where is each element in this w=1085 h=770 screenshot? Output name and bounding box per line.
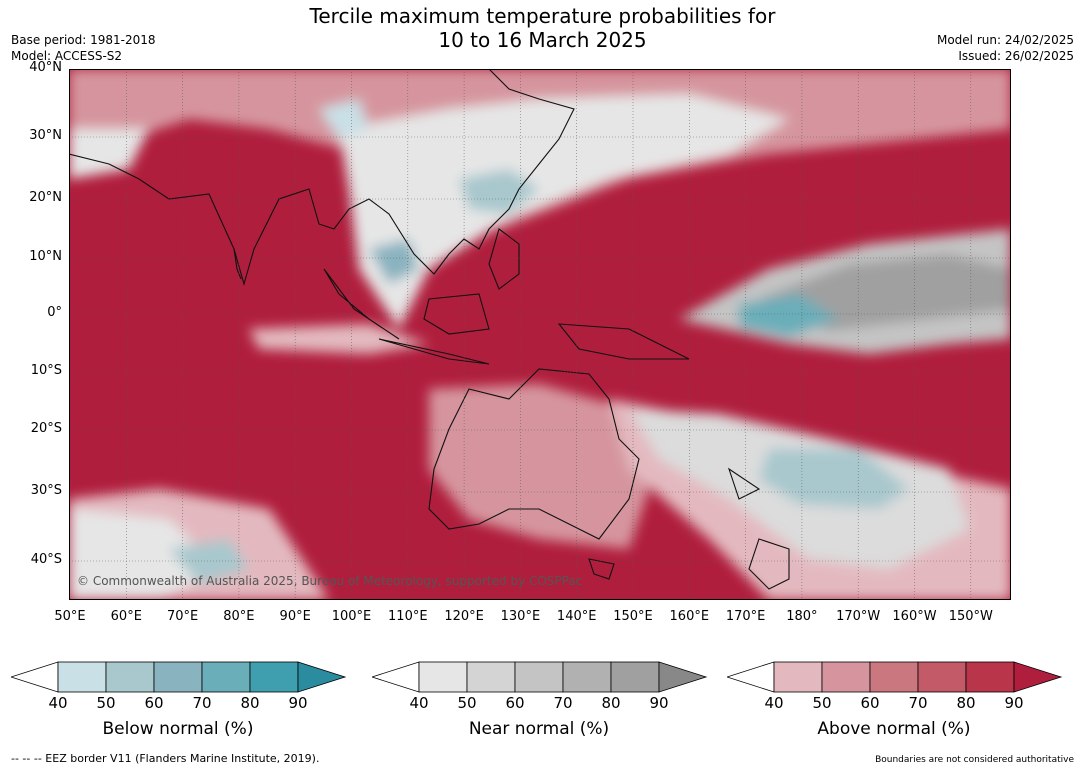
- lon-label: 110°E: [388, 609, 428, 624]
- legend-swatch: [11, 661, 59, 693]
- lat-label: 10°N: [29, 249, 62, 264]
- coastlines: [69, 69, 790, 590]
- legend-tick: 90: [1004, 694, 1024, 712]
- legend-title: Above normal (%): [817, 719, 971, 739]
- lon-label: 60°E: [110, 609, 142, 624]
- legend-tick: 60: [860, 694, 880, 712]
- lon-label: 140°E: [556, 609, 597, 624]
- map-frame: [69, 69, 1011, 600]
- legend-swatch: [562, 661, 612, 693]
- legend-swatch: [821, 661, 871, 693]
- lat-label: 30°S: [30, 483, 62, 498]
- lon-label: 50°E: [54, 609, 86, 624]
- lon-label: 120°E: [444, 609, 484, 624]
- base-period: Base period: 1981-2018: [11, 33, 156, 47]
- lon-label: 70°E: [166, 609, 199, 624]
- boundary-disclaimer: Boundaries are not considered authoritat…: [875, 755, 1074, 765]
- legend-tick: 80: [240, 694, 260, 712]
- lat-label: 20°S: [30, 421, 62, 436]
- legend-tick: 90: [288, 694, 308, 712]
- lon-label: 130°E: [500, 609, 541, 624]
- legend-title: Below normal (%): [102, 719, 254, 739]
- lat-label: 0°: [47, 305, 62, 320]
- legend-tick: 60: [144, 694, 164, 712]
- lat-label: 40°S: [30, 552, 62, 567]
- legend-swatch: [201, 661, 251, 693]
- legend-tick: 60: [505, 694, 525, 712]
- legend-swatch: [658, 661, 708, 693]
- legend-swatch: [297, 661, 347, 693]
- legend-tick: 40: [48, 694, 68, 712]
- lon-label: 90°E: [279, 609, 311, 624]
- legend-tick: 90: [649, 694, 669, 712]
- eez-footnote: -- -- -- EEZ border V11 (Flanders Marine…: [11, 752, 320, 765]
- legend-colorbar: [372, 661, 708, 693]
- legend-swatch: [418, 661, 468, 693]
- copyright-notice: © Commonwealth of Australia 2025, Bureau…: [77, 574, 582, 588]
- lat-label: 20°N: [29, 190, 62, 205]
- graticule: [69, 69, 1011, 600]
- legend-swatch: [372, 661, 420, 693]
- legend-tick: 50: [812, 694, 832, 712]
- legend-colorbar: [727, 661, 1063, 693]
- legend-tick: 50: [457, 694, 477, 712]
- legend-colorbar: [11, 661, 347, 693]
- legend-tick: 80: [601, 694, 621, 712]
- legend-swatch: [249, 661, 299, 693]
- legend-tick: 40: [409, 694, 429, 712]
- lon-label: 160°W: [892, 609, 937, 624]
- probability-fields: [69, 69, 1011, 600]
- legend-swatch: [610, 661, 660, 693]
- model-run: Model run: 24/02/2025: [936, 33, 1074, 47]
- legend-swatch: [1013, 661, 1063, 693]
- legend-swatch: [727, 661, 775, 693]
- title-line-1: Tercile maximum temperature probabilitie…: [309, 4, 776, 28]
- legend-swatch: [773, 661, 823, 693]
- lon-label: 170°E: [725, 609, 766, 624]
- lon-label: 180°: [786, 609, 818, 624]
- legend-title: Near normal (%): [468, 719, 610, 739]
- legend-tick: 50: [96, 694, 116, 712]
- lat-label: 10°S: [30, 363, 62, 378]
- model-name: Model: ACCESS-S2: [11, 49, 123, 63]
- legend-tick: 40: [764, 694, 784, 712]
- legend-swatch: [869, 661, 919, 693]
- issued-date: Issued: 26/02/2025: [958, 49, 1074, 63]
- lon-label: 80°E: [223, 609, 255, 624]
- legend-swatch: [105, 661, 155, 693]
- title-line-2: 10 to 16 March 2025: [438, 28, 647, 52]
- lon-label: 150°E: [613, 609, 653, 624]
- lat-label: 40°N: [29, 60, 62, 75]
- lon-label: 100°E: [331, 609, 372, 624]
- legend-tick: 70: [192, 694, 212, 712]
- lon-label: 160°E: [669, 609, 710, 624]
- legend-swatch: [466, 661, 516, 693]
- legend-tick: 80: [956, 694, 976, 712]
- legend-swatch: [514, 661, 564, 693]
- meta-right: Model run: 24/02/2025 Issued: 26/02/2025: [937, 32, 1074, 64]
- meta-left: Base period: 1981-2018 Model: ACCESS-S2: [11, 32, 156, 64]
- legend-swatch: [57, 661, 107, 693]
- lat-label: 30°N: [29, 128, 62, 143]
- map-title: Tercile maximum temperature probabilitie…: [0, 4, 1085, 52]
- legend-tick: 70: [908, 694, 928, 712]
- lon-label: 150°W: [948, 609, 993, 624]
- legend-swatch: [917, 661, 967, 693]
- legend-tick: 70: [553, 694, 573, 712]
- probability-map: © Commonwealth of Australia 2025, Bureau…: [69, 69, 1011, 600]
- legend-swatch: [153, 661, 203, 693]
- legend-swatch: [965, 661, 1015, 693]
- lon-label: 170°W: [836, 609, 881, 624]
